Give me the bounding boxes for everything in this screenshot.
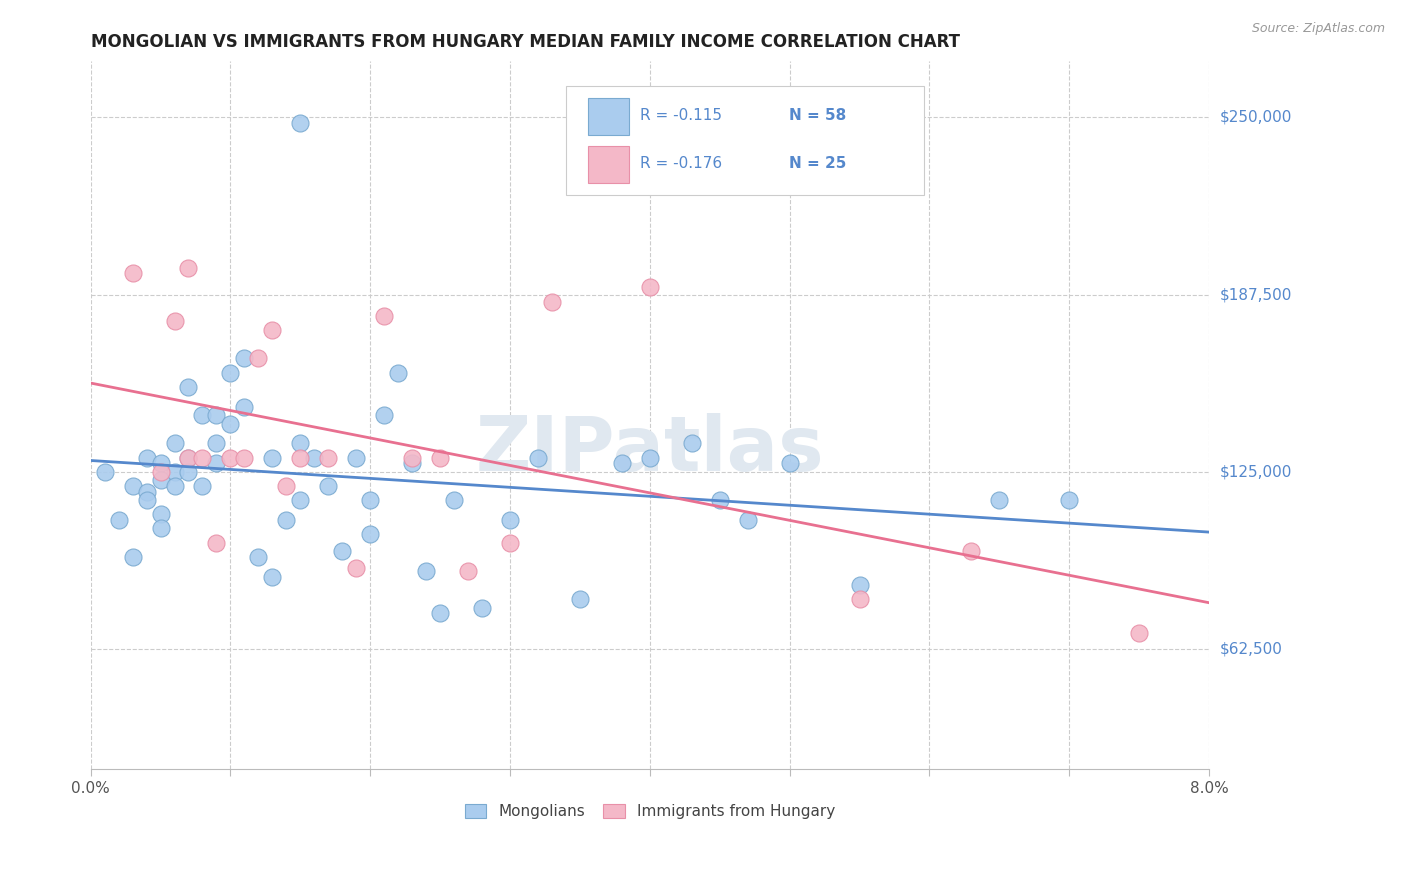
Point [737,513,759,527]
Text: R = -0.115: R = -0.115 [640,108,721,123]
Point [262,323,284,337]
Point [107,513,129,527]
Point [163,479,186,493]
Point [191,408,214,422]
Point [1128,626,1150,640]
Point [359,493,381,508]
Point [191,450,214,465]
Point [373,309,395,323]
Point [219,417,242,431]
Point [1059,493,1081,508]
Point [135,450,157,465]
Point [135,493,157,508]
Point [219,366,242,380]
Point [149,456,172,470]
Point [177,450,200,465]
Point [429,450,451,465]
Point [443,493,465,508]
Point [191,479,214,493]
Point [471,600,494,615]
Point [233,450,256,465]
Point [233,400,256,414]
Text: $125,000: $125,000 [1220,464,1292,479]
Point [233,351,256,366]
Point [988,493,1011,508]
Text: N = 58: N = 58 [789,108,846,123]
Point [290,116,312,130]
Point [276,479,298,493]
Point [373,408,395,422]
Point [401,456,423,470]
Point [344,561,367,575]
Point [177,260,200,275]
Text: N = 25: N = 25 [789,156,846,171]
Text: $62,500: $62,500 [1220,641,1284,657]
Point [247,549,270,564]
Point [93,465,115,479]
Point [499,535,522,549]
Point [177,465,200,479]
Point [779,456,801,470]
Point [290,450,312,465]
Point [121,266,143,280]
Point [848,578,870,592]
Point [401,450,423,465]
Point [330,544,353,558]
Point [121,549,143,564]
Point [848,592,870,607]
Point [638,450,661,465]
Point [681,436,703,450]
Point [316,450,339,465]
Point [135,484,157,499]
Point [359,527,381,541]
Point [149,507,172,521]
Point [262,450,284,465]
Legend: Mongolians, Immigrants from Hungary: Mongolians, Immigrants from Hungary [458,797,841,825]
Point [960,544,983,558]
Point [205,535,228,549]
Point [205,408,228,422]
Text: ZIPatlas: ZIPatlas [475,414,824,487]
Point [429,607,451,621]
Point [387,366,409,380]
Text: R = -0.176: R = -0.176 [640,156,721,171]
Point [499,513,522,527]
Point [638,280,661,294]
Point [205,456,228,470]
Point [709,493,731,508]
Point [290,493,312,508]
Text: $250,000: $250,000 [1220,110,1292,125]
Point [610,456,633,470]
Point [304,450,326,465]
Point [457,564,479,578]
Point [149,473,172,487]
Point [316,479,339,493]
Point [149,465,172,479]
Point [121,479,143,493]
Point [527,450,550,465]
Point [177,379,200,393]
Point [163,314,186,328]
Point [149,521,172,535]
FancyBboxPatch shape [588,98,628,135]
Point [541,294,564,309]
Point [205,436,228,450]
Point [290,436,312,450]
Text: MONGOLIAN VS IMMIGRANTS FROM HUNGARY MEDIAN FAMILY INCOME CORRELATION CHART: MONGOLIAN VS IMMIGRANTS FROM HUNGARY MED… [90,33,960,51]
Point [344,450,367,465]
Point [247,351,270,366]
Point [262,569,284,583]
Point [163,436,186,450]
Point [163,465,186,479]
Point [276,513,298,527]
Text: Source: ZipAtlas.com: Source: ZipAtlas.com [1251,22,1385,36]
Point [415,564,437,578]
FancyBboxPatch shape [567,86,924,195]
Point [219,450,242,465]
FancyBboxPatch shape [588,146,628,183]
Text: $187,500: $187,500 [1220,287,1292,302]
Point [177,450,200,465]
Point [568,592,591,607]
